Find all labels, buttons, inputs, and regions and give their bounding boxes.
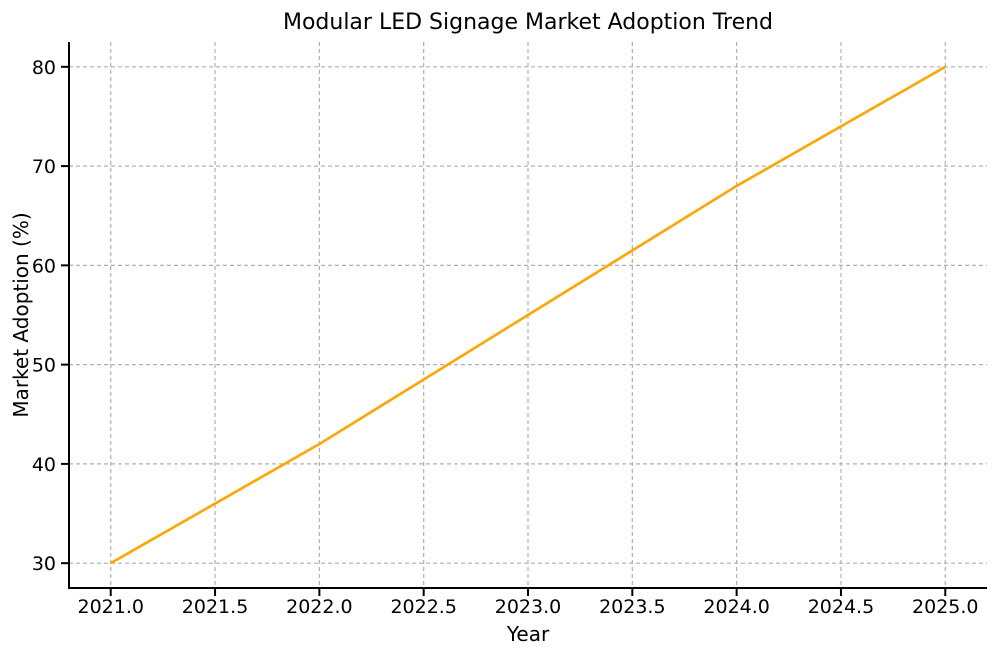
y-tick-label: 70 xyxy=(32,156,56,178)
x-tick-label: 2024.5 xyxy=(808,596,874,618)
x-tick-label: 2023.0 xyxy=(495,596,561,618)
y-tick-label: 30 xyxy=(32,553,56,575)
x-axis-label: Year xyxy=(506,622,550,646)
x-tick-label: 2024.0 xyxy=(703,596,769,618)
x-tick-label: 2022.5 xyxy=(390,596,456,618)
axes-spines-and-ticks xyxy=(61,42,987,596)
chart-title: Modular LED Signage Market Adoption Tren… xyxy=(283,10,773,35)
y-tick-label: 80 xyxy=(32,57,56,79)
y-axis-label: Market Adoption (%) xyxy=(9,212,33,417)
x-tick-label: 2023.5 xyxy=(599,596,665,618)
x-tick-label: 2021.0 xyxy=(77,596,143,618)
trend-line xyxy=(110,65,946,565)
x-tick-label: 2021.5 xyxy=(182,596,248,618)
y-tick-label: 50 xyxy=(32,355,56,377)
y-tick-label: 60 xyxy=(32,255,56,277)
tick-labels: 2021.0 2021.5 2022.0 2022.5 2023.0 2023.5 2024… xyxy=(32,57,979,618)
x-tick-label: 2025.0 xyxy=(912,596,978,618)
y-tick-label: 40 xyxy=(32,454,56,476)
x-tick-label: 2022.0 xyxy=(286,596,352,618)
data-series xyxy=(110,65,946,565)
